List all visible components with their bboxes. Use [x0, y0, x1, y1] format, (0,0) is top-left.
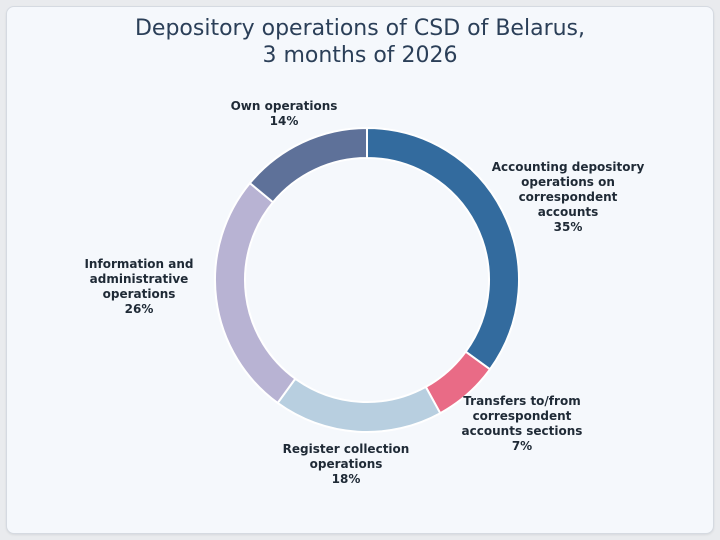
slice-label-5: Own operations 14% — [231, 99, 338, 128]
donut-slice-3 — [276, 377, 442, 433]
slice-value-label: 18% — [332, 472, 361, 486]
slice-label-line: Register collection — [283, 442, 410, 456]
slice-label-3: Register collection operations 18% — [283, 442, 410, 486]
donut-slices — [214, 126, 520, 433]
slice-label-line: correspondent — [473, 409, 572, 423]
slice-label-line: accounts — [538, 205, 599, 219]
slice-label-line: Own operations — [231, 99, 338, 113]
slice-label-line: operations on — [521, 175, 615, 189]
slice-value-label: 26% — [125, 302, 154, 316]
slice-label-line: operations — [103, 287, 176, 301]
slice-label-line: Accounting depository — [492, 160, 645, 174]
chart-card: Depository operations of CSD of Belarus,… — [6, 6, 714, 534]
slice-label-line: administrative — [90, 272, 189, 286]
slice-label-line: correspondent — [519, 190, 618, 204]
slice-label-2: Transfers to/from correspondent accounts s… — [462, 394, 583, 453]
slice-label-line: operations — [310, 457, 383, 471]
chart-title-line-1: Depository operations of CSD of Belarus, — [134, 16, 586, 41]
slice-label-line: accounts sections — [462, 424, 583, 438]
slice-label-line: Transfers to/from — [463, 394, 580, 408]
chart-title-line-2: 3 months of 2026 — [262, 43, 458, 68]
donut-slice-4 — [214, 181, 297, 405]
slice-label-1: Accounting depository operations on corres… — [492, 160, 645, 234]
donut-slice-5 — [248, 126, 368, 204]
chart-title: Depository operations of CSD of Belarus,… — [7, 15, 713, 69]
slice-value-label: 35% — [554, 220, 583, 234]
slice-value-label: 7% — [512, 439, 532, 453]
slice-label-4: Information and administrative operations 2… — [84, 257, 193, 316]
slice-labels: Accounting depository operations on corres… — [84, 99, 644, 486]
slice-value-label: 14% — [270, 114, 299, 128]
slice-label-line: Information and — [84, 257, 193, 271]
